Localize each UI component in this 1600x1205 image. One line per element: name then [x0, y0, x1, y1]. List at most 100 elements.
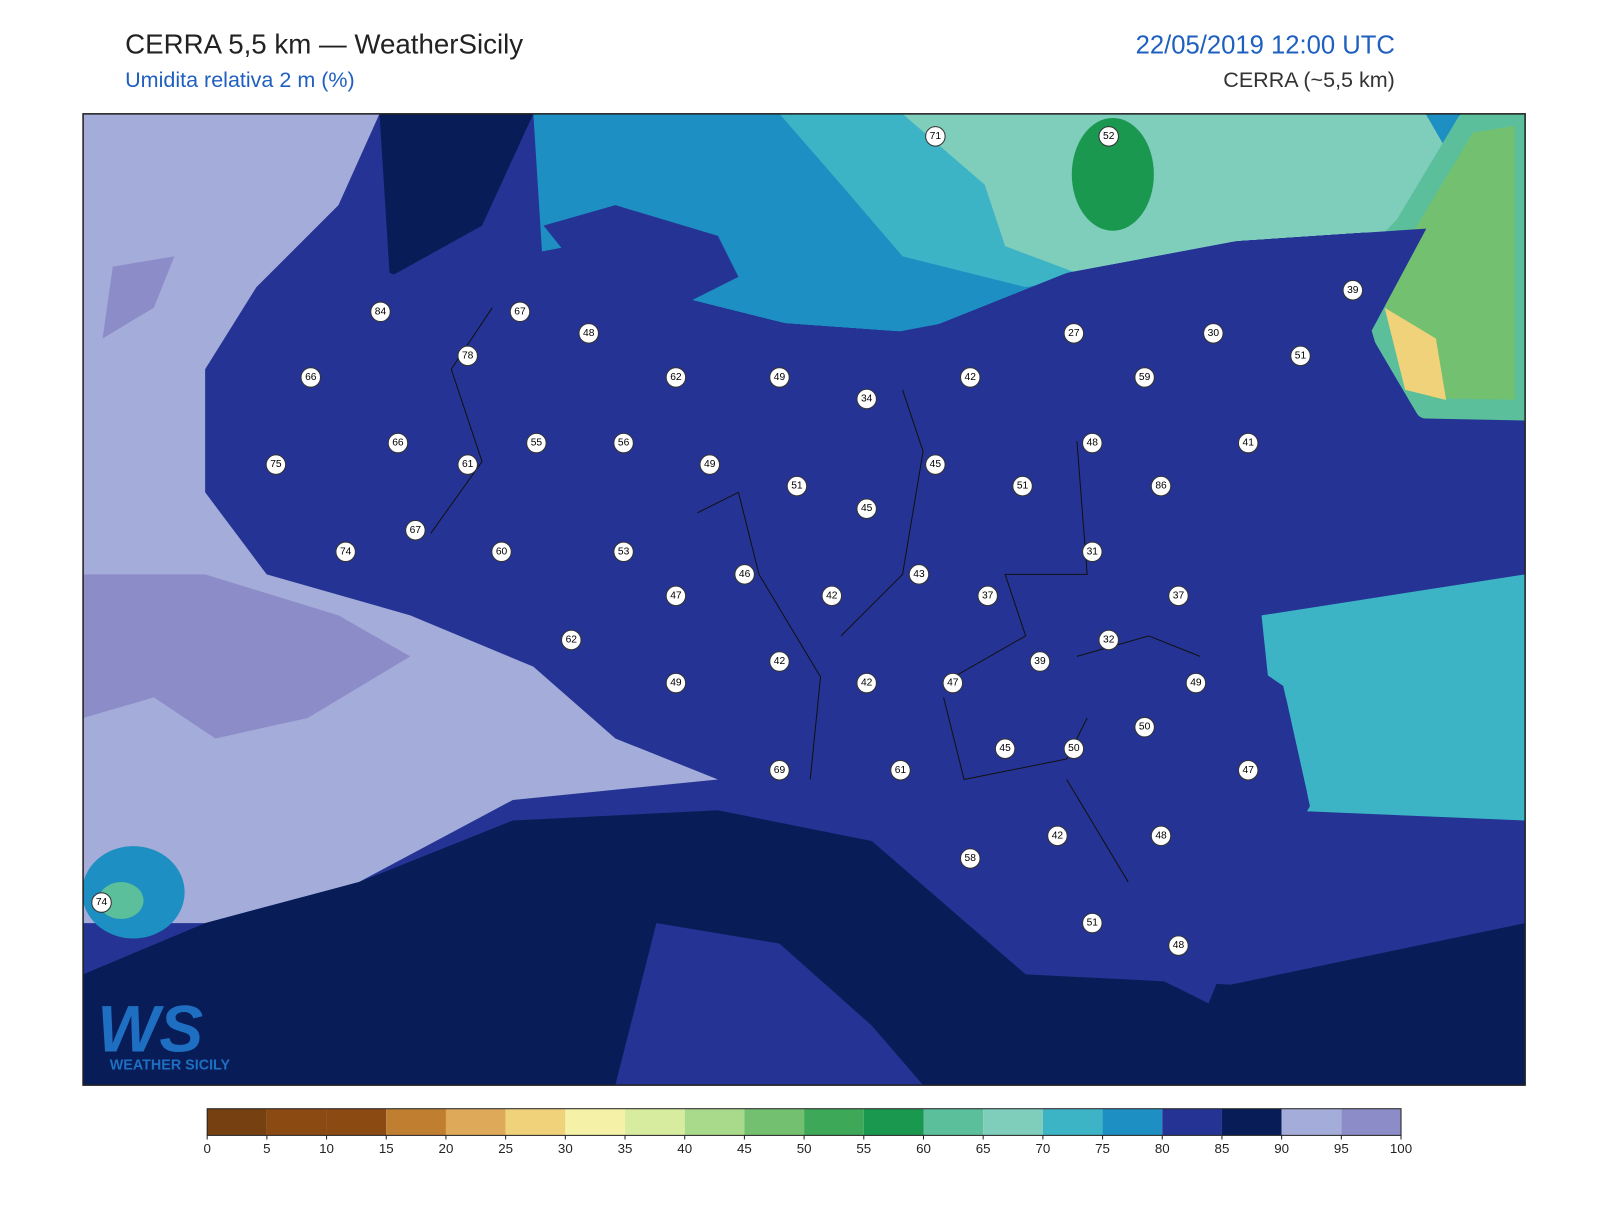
- station-marker: [613, 432, 634, 454]
- station-marker: [856, 672, 877, 694]
- colorbar-swatch: [445, 1108, 506, 1136]
- logo-text: WEATHER SICILY: [110, 1058, 231, 1074]
- station-value: 31: [1087, 546, 1099, 557]
- title: CERRA 5,5 km — WeatherSicily: [125, 28, 523, 59]
- station-value: 45: [930, 459, 942, 470]
- station-marker: [387, 432, 409, 454]
- station-value: 75: [270, 459, 282, 470]
- station-marker: [370, 301, 391, 323]
- colorbar-swatch: [505, 1108, 566, 1136]
- station-value: 49: [1190, 678, 1202, 689]
- station-marker: [300, 367, 322, 388]
- station-marker: [908, 564, 930, 585]
- station-marker: [1082, 432, 1103, 454]
- station-value: 62: [566, 635, 578, 646]
- colorbar-tick-label: 20: [439, 1141, 454, 1156]
- colorbar-swatch: [266, 1108, 327, 1136]
- station-value: 49: [670, 678, 682, 689]
- station-value: 53: [618, 546, 630, 557]
- station-marker: [942, 672, 964, 694]
- station-marker: [1098, 126, 1119, 147]
- station-marker: [977, 585, 998, 607]
- colorbar-swatch: [744, 1108, 805, 1136]
- colorbar-swatch: [1221, 1108, 1282, 1136]
- colorbar-swatch: [625, 1108, 685, 1136]
- station-marker: [1185, 672, 1207, 694]
- station-marker: [578, 323, 599, 344]
- station-value: 59: [1139, 372, 1151, 383]
- station-value: 50: [1068, 743, 1080, 754]
- colorbar-swatch: [923, 1108, 984, 1136]
- colorbar-swatch: [207, 1108, 267, 1136]
- colorbar-swatch: [1281, 1108, 1342, 1136]
- station-marker: [734, 564, 755, 585]
- colorbar-tick-label: 50: [797, 1141, 812, 1156]
- station-marker: [1168, 585, 1189, 607]
- station-marker: [769, 367, 790, 388]
- station-value: 52: [1103, 131, 1115, 142]
- station-value: 66: [305, 372, 317, 383]
- station-marker: [890, 759, 911, 781]
- station-marker: [786, 475, 808, 497]
- colorbar-swatch: [863, 1108, 924, 1136]
- station-value: 48: [1087, 438, 1099, 449]
- station-value: 42: [1052, 830, 1064, 841]
- station-value: 37: [1173, 590, 1185, 601]
- station-marker: [1012, 475, 1033, 497]
- colorbar-tick-label: 5: [263, 1141, 270, 1156]
- subtitle: Umidita relativa 2 m (%): [125, 68, 355, 92]
- station-value: 61: [895, 765, 907, 776]
- station-value: 86: [1155, 481, 1167, 492]
- station-value: 37: [982, 590, 994, 601]
- station-value: 60: [496, 546, 508, 557]
- station-value: 32: [1103, 635, 1115, 646]
- station-marker: [1150, 475, 1172, 497]
- station-marker: [91, 892, 112, 913]
- station-value: 49: [774, 372, 786, 383]
- colorbar-tick-label: 10: [319, 1141, 334, 1156]
- station-value: 48: [1155, 830, 1167, 841]
- station-marker: [613, 541, 634, 563]
- station-marker: [405, 519, 426, 541]
- station-value: 66: [392, 438, 404, 449]
- colorbar-tick-label: 100: [1390, 1141, 1412, 1156]
- station-marker: [526, 432, 547, 454]
- station-marker: [1134, 716, 1155, 738]
- station-marker: [1290, 345, 1311, 367]
- station-value: 45: [999, 743, 1011, 754]
- colorbar-swatch: [1102, 1108, 1163, 1136]
- stations: 71 52 84 67 48 78 66 62 49 42 59 27 30 39 51 34 66 55 56 61…: [91, 126, 1364, 956]
- colorbar-swatch: [386, 1108, 446, 1136]
- station-marker: [1063, 738, 1085, 759]
- map-area: WS WEATHER SICILY: [83, 113, 1526, 1086]
- colorbar-swatch: [1042, 1108, 1103, 1136]
- station-marker: [491, 541, 512, 563]
- station-value: 84: [375, 306, 387, 317]
- station-marker: [1134, 367, 1155, 388]
- station-value: 43: [913, 569, 925, 580]
- station-value: 49: [704, 459, 716, 470]
- colorbar-swatch: [326, 1108, 387, 1136]
- station-value: 47: [670, 590, 682, 601]
- colorbar-tick-label: 70: [1035, 1141, 1050, 1156]
- colorbar-tick-label: 45: [737, 1141, 752, 1156]
- colorbar-tick-label: 30: [558, 1141, 573, 1156]
- station-marker: [1150, 825, 1172, 847]
- station-value: 67: [514, 306, 526, 317]
- station-value: 47: [947, 678, 959, 689]
- station-marker: [959, 848, 981, 869]
- logo: WS WEATHER SICILY: [97, 992, 230, 1073]
- map-frame: [82, 113, 1526, 1086]
- station-marker: [665, 672, 687, 694]
- station-marker: [335, 541, 356, 563]
- station-marker: [1029, 651, 1051, 672]
- station-value: 41: [1243, 438, 1255, 449]
- station-value: 39: [1347, 285, 1359, 296]
- station-value: 34: [861, 393, 873, 404]
- station-marker: [769, 651, 790, 672]
- station-value: 74: [96, 897, 108, 908]
- station-value: 51: [1017, 481, 1029, 492]
- station-marker: [769, 759, 790, 781]
- station-marker: [457, 345, 478, 367]
